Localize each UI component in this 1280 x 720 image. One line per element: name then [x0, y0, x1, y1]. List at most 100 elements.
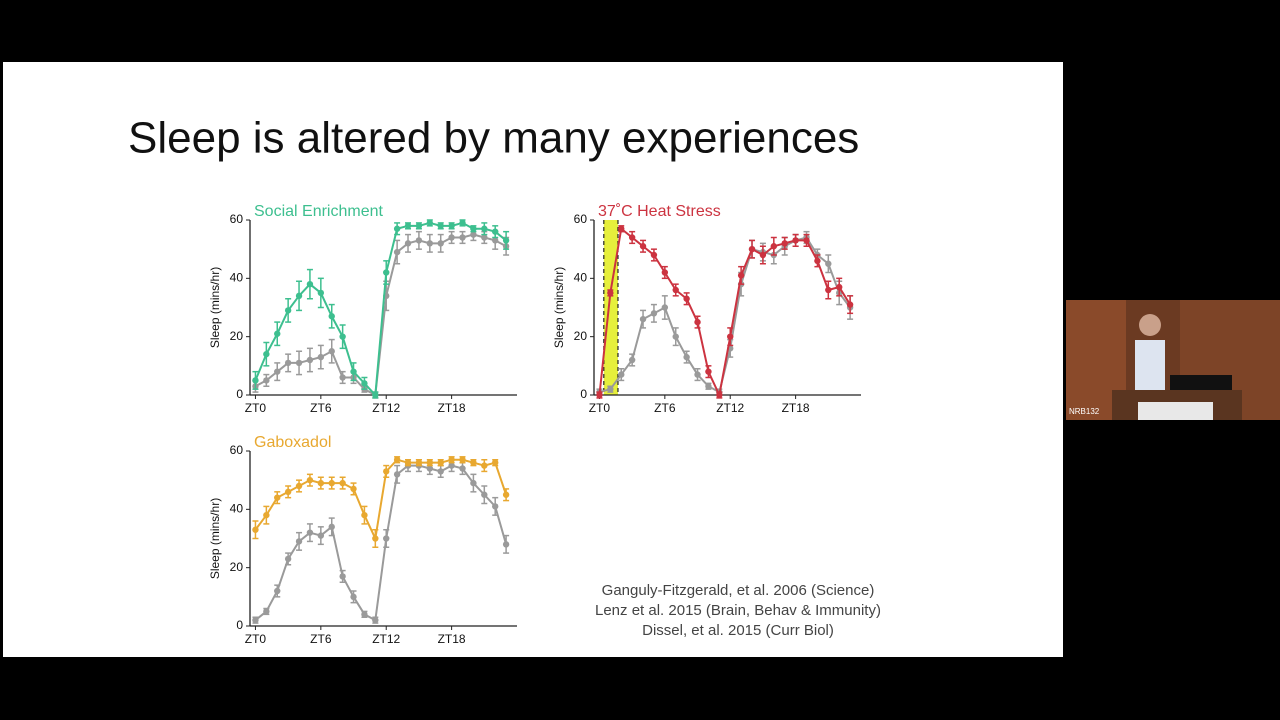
data-point: [650, 310, 658, 317]
data-point: [481, 225, 488, 232]
x-tick-label: ZT12: [716, 401, 744, 415]
data-point: [470, 225, 477, 232]
data-point: [448, 462, 455, 469]
data-point: [825, 286, 832, 294]
data-point: [372, 535, 379, 542]
y-axis-label: Sleep (mins/hr): [552, 267, 566, 348]
data-point: [459, 465, 466, 472]
data-point: [339, 479, 346, 487]
x-tick-label: ZT6: [310, 632, 332, 646]
data-point: [618, 371, 625, 378]
x-tick-label: ZT18: [438, 632, 466, 646]
data-point: [383, 535, 390, 542]
data-point: [846, 301, 854, 308]
data-point: [263, 608, 270, 615]
data-point: [748, 245, 756, 253]
chart-title: Social Enrichment: [254, 203, 384, 220]
data-point: [481, 234, 488, 241]
data-point: [284, 307, 292, 314]
data-point: [737, 272, 745, 279]
data-point: [437, 222, 444, 230]
data-point: [306, 476, 314, 484]
data-point: [607, 385, 614, 393]
data-point: [252, 377, 259, 384]
reference: Lenz et al. 2015 (Brain, Behav & Immunit…: [595, 602, 881, 619]
data-point: [694, 318, 701, 326]
data-point: [661, 304, 669, 311]
data-point: [350, 485, 357, 493]
y-tick-label: 40: [230, 271, 244, 285]
y-tick-label: 60: [574, 212, 588, 226]
data-point: [596, 391, 603, 399]
y-tick-label: 20: [230, 329, 244, 343]
y-tick-label: 20: [230, 560, 244, 574]
shade-band: [603, 220, 618, 395]
x-tick-label: ZT18: [438, 401, 466, 415]
data-point: [274, 494, 281, 501]
data-point: [415, 459, 423, 466]
data-point: [295, 359, 303, 367]
data-point: [328, 479, 335, 487]
data-point: [426, 240, 434, 247]
data-point: [284, 359, 292, 367]
data-point: [393, 471, 401, 478]
y-axis-label: Sleep (mins/hr): [208, 498, 222, 579]
data-point: [263, 350, 270, 358]
data-point: [770, 243, 778, 250]
data-point: [328, 523, 335, 531]
data-point: [372, 391, 379, 399]
data-point: [306, 280, 314, 288]
slide: [3, 62, 1063, 657]
data-point: [393, 225, 401, 232]
data-point: [274, 368, 281, 375]
data-point: [263, 511, 270, 519]
data-point: [393, 248, 401, 256]
data-point: [639, 315, 647, 323]
data-point: [339, 573, 346, 580]
data-point: [628, 234, 636, 241]
data-point: [426, 465, 434, 472]
data-point: [295, 538, 303, 545]
y-tick-label: 40: [230, 502, 244, 516]
data-point: [470, 459, 477, 466]
data-point: [317, 289, 325, 297]
reference: Ganguly-Fitzgerald, et al. 2006 (Science…: [602, 582, 875, 599]
reference: Dissel, et al. 2015 (Curr Biol): [642, 622, 834, 639]
data-point: [383, 269, 390, 276]
x-tick-label: ZT6: [310, 401, 332, 415]
data-point: [328, 348, 335, 355]
data-point: [650, 251, 658, 259]
data-point: [426, 219, 434, 227]
data-point: [759, 251, 767, 259]
y-tick-label: 20: [574, 329, 588, 343]
data-point: [252, 616, 259, 624]
data-point: [383, 468, 390, 475]
data-point: [339, 374, 346, 381]
data-point: [781, 240, 788, 247]
data-point: [393, 456, 401, 463]
data-point: [274, 587, 281, 595]
data-point: [437, 459, 444, 466]
data-point: [284, 488, 292, 496]
data-point: [284, 555, 292, 563]
data-point: [672, 286, 679, 294]
data-point: [415, 237, 423, 244]
chart-title: 37˚C Heat Stress: [598, 203, 721, 220]
data-point: [317, 479, 325, 487]
data-point: [295, 482, 303, 490]
data-point: [415, 222, 423, 230]
data-point: [694, 371, 701, 378]
slide-title: Sleep is altered by many experiences: [128, 114, 859, 163]
y-tick-label: 60: [230, 443, 244, 457]
data-point: [502, 491, 510, 498]
y-tick-label: 60: [230, 212, 244, 226]
x-tick-label: ZT0: [245, 401, 267, 415]
data-point: [481, 491, 488, 498]
data-point: [639, 243, 647, 250]
data-point: [661, 269, 669, 276]
x-tick-label: ZT6: [654, 401, 676, 415]
y-tick-label: 40: [574, 271, 588, 285]
data-point: [404, 222, 412, 230]
data-point: [502, 541, 510, 548]
data-point: [437, 240, 444, 247]
